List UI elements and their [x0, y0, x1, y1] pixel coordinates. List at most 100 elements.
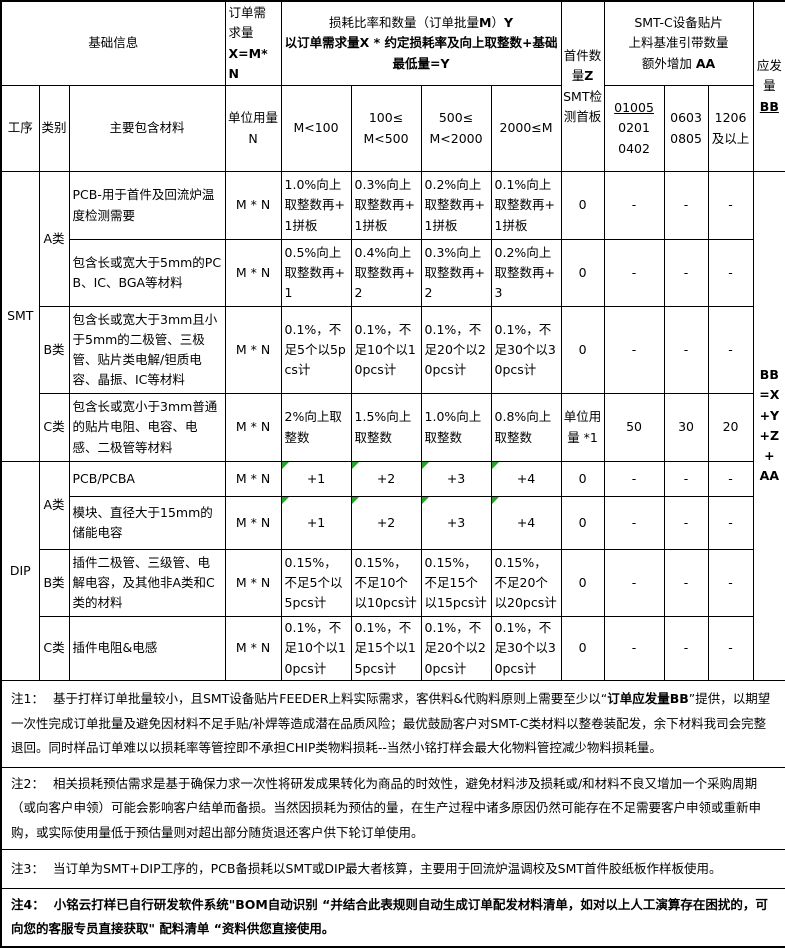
col-header-pkg-1206: 1206 及以上: [707, 85, 754, 172]
table-row: C类 插件电阻&电感 M * N 0.1%，不足10个以10pcs计 0.1%，…: [1, 616, 785, 681]
cell-comment-marker-icon: [491, 462, 499, 469]
header-loss-title: 损耗比率和数量（订单批量M）Y 以订单需求量X * 约定损耗率及向上取整数+基础…: [280, 0, 562, 86]
col-header-100-500: 100≤ M<500: [350, 85, 422, 172]
cell-aa: -: [707, 171, 754, 240]
col-header-process: 工序: [0, 85, 40, 172]
note-label: 注2：: [11, 775, 44, 791]
cell-loss-rate: +2: [350, 461, 422, 497]
note-label: 注1：: [11, 691, 44, 707]
cell-first-piece: 0: [560, 549, 605, 617]
cell-aa: -: [707, 461, 754, 497]
header-row-1: 基础信息 订单需求量 X=M*N 损耗比率和数量（订单批量M）Y 以订单需求量X…: [0, 0, 785, 172]
cell-loss-rate: 0.1%，不足10个以10pcs计: [280, 616, 352, 681]
cell-loss-rate: 1.0%向上取整数: [420, 393, 492, 462]
cell-first-piece: 0: [560, 239, 605, 307]
cell-aa: -: [707, 616, 754, 681]
cell-material: 插件电阻&电感: [68, 616, 226, 681]
cell-unit: M * N: [224, 306, 282, 394]
cell-comment-marker-icon: [351, 462, 359, 469]
cell-category: A类: [38, 171, 70, 307]
cell-loss-rate: +1: [280, 496, 352, 550]
cell-loss-rate: +1: [280, 461, 352, 497]
cell-loss-rate: +4: [490, 461, 562, 497]
cell-aa: -: [663, 306, 709, 394]
cell-loss-rate: 0.15%，不足10个以10pcs计: [350, 549, 422, 617]
cell-unit: M * N: [224, 461, 282, 497]
cell-comment-marker-icon: [491, 497, 499, 504]
cell-loss-rate: +3: [420, 496, 492, 550]
cell-material: PCB-用于首件及回流炉温度检测需要: [68, 171, 226, 240]
cell-first-piece: 0: [560, 461, 605, 497]
note-4: 注4： 小铭云打样已自行研发软件系统"BOM自动识别 “并结合此表规则自动生成订单…: [0, 887, 785, 948]
note-row: 注1： 基于打样订单批量较小，且SMT设备贴片FEEDER上料实际需求，客供料&代…: [0, 679, 785, 768]
note-2: 注2： 相关损耗预估需求是基于确保力求一次性将研发成果转化为商品的时效性，避免材料…: [0, 766, 785, 850]
cell-loss-rate: 0.1%，不足30个以30pcs计: [490, 306, 562, 394]
cell-loss-rate: 0.2%向上取整数再+3: [490, 239, 562, 307]
cell-aa: 50: [603, 393, 665, 462]
cell-material: PCB/PCBA: [68, 461, 226, 497]
cell-category: B类: [38, 549, 70, 617]
table-row: C类 包含长或宽小于3mm普通的贴片电阻、电容、电感、二极管等材料 M * N …: [1, 393, 785, 462]
cell-first-piece: 0: [560, 616, 605, 681]
table-row: DIP A类 PCB/PCBA M * N +1 +2 +3 +4 0 - - …: [0, 461, 785, 681]
cell-loss-rate: 0.5%向上取整数再+1: [280, 239, 352, 307]
cell-first-piece: 单位用量 *1: [560, 393, 605, 462]
cell-aa: -: [707, 239, 754, 307]
cell-category: C类: [38, 616, 70, 681]
header-smtc-feeder: SMT-C设备贴片 上料基准引带数量 额外增加 AA: [603, 0, 754, 86]
cell-aa: -: [707, 306, 754, 394]
cell-loss-rate: 0.15%，不足20个以20pcs计: [490, 549, 562, 617]
cell-material: 模块、直径大于15mm的储能电容: [68, 496, 226, 550]
cell-comment-marker-icon: [351, 497, 359, 504]
col-header-2000-up: 2000≤M: [490, 85, 562, 172]
cell-aa: -: [663, 171, 709, 240]
cell-first-piece: 0: [560, 496, 605, 550]
note-3: 注3： 当订单为SMT+DIP工序的，PCB备损耗以SMT或DIP最大者核算，主要…: [0, 848, 785, 889]
header-ship-qty: 应发 量 BB: [752, 0, 785, 172]
cell-aa: 20: [707, 393, 754, 462]
cell-unit: M * N: [224, 239, 282, 307]
cell-loss-rate: 0.1%，不足15个以15pcs计: [350, 616, 422, 681]
cell-aa: -: [707, 549, 754, 617]
cell-comment-marker-icon: [421, 497, 429, 504]
col-header-pkg-0603: 0603 0805: [663, 85, 709, 172]
cell-process-smt: SMT: [0, 171, 40, 462]
cell-material: 插件二极管、三级管、电解电容，及其他非A类和C类的材料: [68, 549, 226, 617]
cell-ship-formula: BB =X +Y +Z + AA: [752, 171, 785, 681]
cell-loss-rate: +4: [490, 496, 562, 550]
cell-loss-rate: 0.15%，不足15个以15pcs计: [420, 549, 492, 617]
cell-category: B类: [38, 306, 70, 394]
cell-aa: -: [603, 616, 665, 681]
cell-material: 包含长或宽小于3mm普通的贴片电阻、电容、电感、二极管等材料: [68, 393, 226, 462]
cell-unit: M * N: [224, 393, 282, 462]
cell-aa: -: [663, 616, 709, 681]
cell-loss-rate: 1.5%向上取整数: [350, 393, 422, 462]
cell-loss-rate: 2%向上取整数: [280, 393, 352, 462]
cell-aa: -: [603, 171, 665, 240]
note-1: 注1： 基于打样订单批量较小，且SMT设备贴片FEEDER上料实际需求，客供料&代…: [0, 679, 785, 768]
note-row: 注2： 相关损耗预估需求是基于确保力求一次性将研发成果转化为商品的时效性，避免材料…: [0, 766, 785, 850]
note-row: 注3： 当订单为SMT+DIP工序的，PCB备损耗以SMT或DIP最大者核算，主要…: [0, 848, 785, 889]
header-row-2: 工序 类别 主要包含材料 单位用量N M<100 100≤ M<500 500≤ M…: [0, 85, 785, 172]
table-row: 模块、直径大于15mm的储能电容 M * N +1 +2 +3 +4 0 - -…: [1, 496, 785, 550]
table-row: B类 插件二极管、三级管、电解电容，及其他非A类和C类的材料 M * N 0.1…: [1, 549, 785, 617]
cell-aa: -: [663, 239, 709, 307]
cell-comment-marker-icon: [421, 462, 429, 469]
cell-loss-rate: 0.1%向上取整数再+1拼板: [490, 171, 562, 240]
cell-loss-rate: 0.8%向上取整数: [490, 393, 562, 462]
cell-aa: -: [663, 461, 709, 497]
cell-category: C类: [38, 393, 70, 462]
col-header-500-2000: 500≤ M<2000: [420, 85, 492, 172]
header-base-info: 基础信息: [0, 0, 226, 86]
note-bold-term: 订单应发量BB: [607, 691, 689, 707]
cell-material: 包含长或宽大于3mm且小于5mm的二极管、三极管、贴片类电解/钽质电容、晶振、I…: [68, 306, 226, 394]
col-header-category: 类别: [38, 85, 70, 172]
note-label: 注3：: [11, 860, 44, 876]
cell-aa: -: [603, 496, 665, 550]
cell-loss-rate: 1.0%向上取整数再+1拼板: [280, 171, 352, 240]
note-label: 注4：: [11, 896, 45, 912]
loss-title-line2: 以订单需求量X * 约定损耗率及向上取整数+基础最低量=Y: [284, 35, 558, 71]
cell-first-piece: 0: [560, 171, 605, 240]
table-row: B类 包含长或宽大于3mm且小于5mm的二极管、三极管、贴片类电解/钽质电容、晶…: [1, 306, 785, 394]
